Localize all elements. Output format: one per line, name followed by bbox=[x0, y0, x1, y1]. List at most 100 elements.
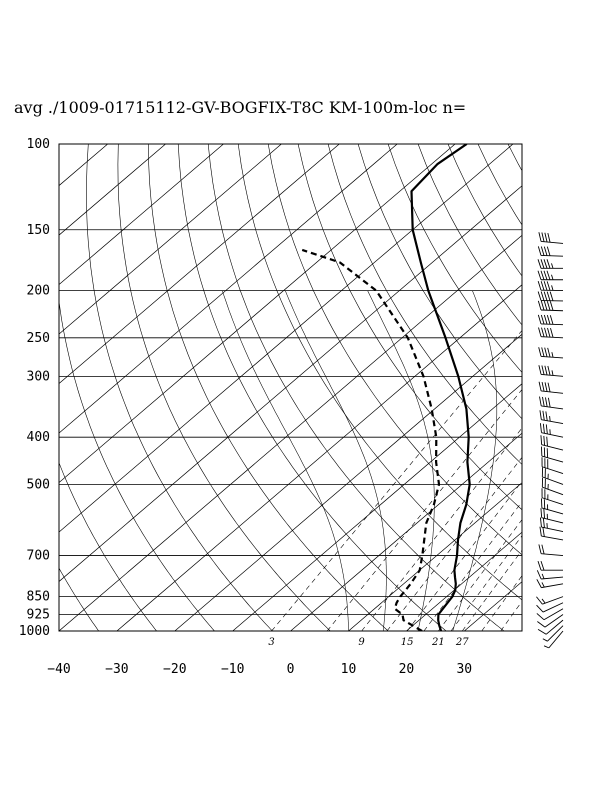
mixing-ratio-line bbox=[271, 329, 522, 631]
wind-barb bbox=[537, 614, 564, 628]
temperature-tick-label: 20 bbox=[399, 662, 415, 677]
pressure-tick-label: 1000 bbox=[19, 624, 50, 639]
wind-barb-flag bbox=[541, 365, 545, 375]
temperature-tick-label: −20 bbox=[163, 662, 186, 677]
wind-barb-flag bbox=[543, 281, 548, 291]
wind-barb-flag bbox=[544, 365, 548, 376]
wind-barb-flag bbox=[540, 270, 545, 280]
wind-barb-flag bbox=[549, 291, 554, 301]
wind-barb-flag bbox=[538, 232, 542, 242]
wind-barb-flag bbox=[546, 270, 551, 280]
isotherm-line bbox=[59, 144, 514, 533]
pressure-tick-label: 300 bbox=[27, 369, 50, 384]
wind-barb-shaft bbox=[541, 432, 564, 438]
dry-adiabat bbox=[327, 144, 522, 465]
dry-adiabat bbox=[447, 144, 522, 277]
wind-barb bbox=[541, 467, 564, 485]
wind-barb-shaft bbox=[541, 497, 564, 505]
wind-barb-shaft bbox=[541, 535, 564, 541]
isotherm-line bbox=[290, 432, 522, 631]
wind-barb-shaft bbox=[541, 390, 564, 394]
pressure-tick-label: 400 bbox=[27, 430, 50, 445]
temperature-tick-label: 10 bbox=[341, 662, 357, 677]
dry-adiabat bbox=[59, 567, 99, 631]
temperature-tick-label: −40 bbox=[47, 662, 70, 677]
isotherm-line bbox=[59, 234, 522, 631]
wind-barb-flag bbox=[541, 544, 545, 555]
wind-barb bbox=[541, 488, 564, 505]
moist-adiabat bbox=[222, 290, 349, 631]
dry-adiabat bbox=[117, 144, 331, 631]
wind-barb-shaft bbox=[548, 630, 564, 649]
wind-barb-flag bbox=[551, 274, 554, 280]
wind-barb-flag bbox=[542, 423, 545, 434]
wind-barb-flag bbox=[541, 381, 545, 392]
pressure-tick-label: 700 bbox=[27, 549, 50, 564]
wind-barb-flag bbox=[537, 628, 547, 635]
wind-barb bbox=[540, 446, 564, 463]
mixing-ratio-label: 9 bbox=[358, 637, 365, 648]
pressure-tick-label: 250 bbox=[27, 331, 50, 346]
wind-barb bbox=[540, 498, 564, 515]
wind-barb bbox=[541, 457, 564, 474]
wind-barb-flag bbox=[544, 232, 548, 243]
wind-barb-flag bbox=[545, 424, 548, 434]
wind-barb-flag bbox=[541, 232, 545, 242]
wind-barb-flag bbox=[539, 423, 542, 433]
dry-adiabat bbox=[387, 144, 522, 373]
dry-adiabat bbox=[297, 144, 522, 511]
wind-barb-flag bbox=[539, 526, 542, 537]
pressure-tick-label: 200 bbox=[27, 284, 50, 299]
isotherm-line bbox=[348, 482, 522, 631]
wind-barb-flag bbox=[551, 285, 554, 291]
dry-adiabat bbox=[86, 144, 273, 631]
wind-barb bbox=[538, 232, 564, 244]
wind-barb-shaft bbox=[541, 419, 564, 424]
wind-barb-flag bbox=[543, 300, 548, 311]
wind-barb-flag bbox=[536, 579, 542, 588]
dry-adiabat bbox=[237, 144, 522, 601]
wind-barb bbox=[538, 544, 564, 557]
wind-barb-shaft bbox=[544, 614, 564, 628]
wind-barb-flag bbox=[541, 347, 545, 357]
wind-barb bbox=[536, 602, 564, 613]
wind-barb-flag bbox=[544, 347, 548, 357]
wind-barb-flag bbox=[547, 365, 551, 376]
wind-barb-shaft bbox=[540, 255, 564, 257]
mixing-ratio-line bbox=[386, 456, 522, 631]
wind-barb-flag bbox=[546, 315, 551, 325]
wind-barb-flag bbox=[538, 327, 542, 337]
wind-barb-shaft bbox=[541, 576, 564, 580]
temperature-tick-label: −10 bbox=[221, 662, 244, 677]
wind-barb-shaft bbox=[541, 517, 564, 524]
wind-barb bbox=[537, 259, 563, 269]
isotherm-line bbox=[59, 144, 456, 483]
wind-barb-flag bbox=[546, 259, 551, 269]
wind-barb bbox=[539, 423, 564, 438]
dry-adiabat bbox=[357, 144, 522, 420]
wind-barb bbox=[536, 579, 564, 589]
wind-barb-flag bbox=[540, 561, 545, 571]
wind-barb-shaft bbox=[541, 405, 564, 410]
temperature-tick-label: 30 bbox=[456, 662, 472, 677]
wind-barb-flag bbox=[543, 270, 548, 280]
wind-barb-flag bbox=[547, 397, 551, 408]
wind-barb-shaft bbox=[541, 455, 564, 463]
wind-barb bbox=[541, 477, 564, 496]
sounding-curves bbox=[301, 144, 471, 631]
wind-barb-flag bbox=[540, 435, 543, 445]
isotherm-line bbox=[59, 144, 282, 335]
wind-barb-flag bbox=[551, 352, 554, 358]
wind-barb-flag bbox=[537, 259, 542, 269]
temperature-curve bbox=[410, 144, 471, 631]
wind-barb-flag bbox=[537, 270, 542, 280]
wind-barb-flag bbox=[540, 291, 545, 301]
wind-barb-flag bbox=[538, 381, 542, 392]
wind-barb-flag bbox=[547, 232, 551, 243]
wind-barb-flag bbox=[539, 517, 542, 528]
isotherm-line bbox=[406, 531, 522, 631]
isotherm-line bbox=[580, 144, 612, 631]
wind-barb-flag bbox=[541, 582, 545, 588]
wind-barb-shaft bbox=[545, 619, 564, 635]
